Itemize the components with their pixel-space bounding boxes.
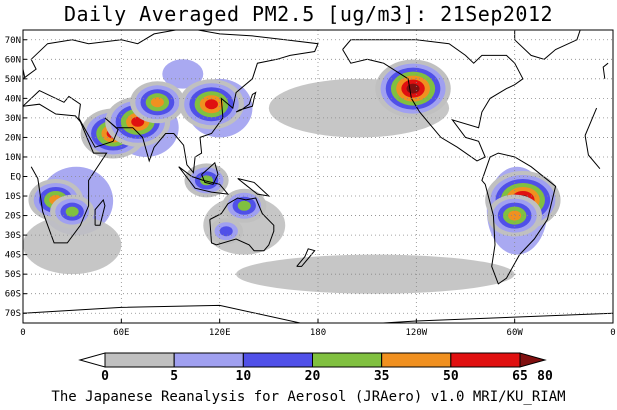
lon-tick-label: 0 <box>610 328 615 338</box>
colorbar-max-triangle <box>519 352 547 368</box>
lat-tick-label: 30N <box>5 114 21 124</box>
hotspot-taklamakan-core <box>150 97 164 108</box>
coastline-uk <box>602 62 609 79</box>
lon-tick-label: 0 <box>20 328 25 338</box>
coastline-indonesia <box>178 166 230 195</box>
colorbar-tick-label: 20 <box>305 369 321 384</box>
coastline-new-guinea <box>237 178 271 197</box>
coastline-africa <box>23 103 108 244</box>
lat-tick-label: 60S <box>5 290 21 300</box>
lat-tick-label: 40N <box>5 94 21 104</box>
lat-tick-label: 70N <box>5 36 21 46</box>
colorbar-tick-label: 65 <box>512 369 528 384</box>
coastline-greenland <box>514 30 581 60</box>
hotspot-thar-desert-core <box>131 116 145 127</box>
colorbar-min-triangle <box>78 352 106 368</box>
lat-tick-label: 40S <box>5 251 21 261</box>
colorbar-tick-label: 5 <box>170 369 178 384</box>
colorbar-tick-label: 10 <box>236 369 252 384</box>
footer-credit: The Japanese Reanalysis for Aerosol (JRA… <box>51 389 566 405</box>
colorbar-box <box>450 352 521 368</box>
coastline-south-america <box>481 152 557 285</box>
coastline-madagascar <box>94 198 106 226</box>
lat-tick-label: 10S <box>5 192 21 202</box>
coastline-borneo <box>201 161 219 185</box>
lon-tick-label: 120E <box>209 328 231 338</box>
lat-tick-label: EQ <box>10 173 21 183</box>
colorbar-box <box>381 352 452 368</box>
lat-tick-label: 30S <box>5 231 21 241</box>
colorbar-tick-label: 0 <box>101 369 109 384</box>
coastlines <box>23 30 613 323</box>
colorbar-box <box>242 352 313 368</box>
colorbar-labels: 0 5 10 20 35 50 65 80 <box>101 369 553 384</box>
region-south-atlantic-band <box>23 215 122 275</box>
lat-tick-label: 20N <box>5 133 21 143</box>
coastline-japan <box>235 91 257 113</box>
lat-tick-label: 60N <box>5 55 21 65</box>
coastline-eurasia <box>23 30 319 174</box>
hotspot-african-fire-secondary <box>65 206 79 217</box>
colorbar-tick-label: 35 <box>374 369 390 384</box>
lat-tick-label: 70S <box>5 309 21 319</box>
coastline-antarctica-edge <box>23 304 613 323</box>
colorbar-tick-label: 80 <box>537 369 553 384</box>
lon-tick-label: 120W <box>405 328 427 338</box>
coastline-africa <box>584 135 601 170</box>
colorbar-box <box>173 352 244 368</box>
coastline-africa <box>584 107 598 136</box>
latitude-labels: 70N 60N 50N 40N 30N 20N 10N EQ 10S 20S 30S 40S 50S 60… <box>5 36 27 319</box>
coastline-north-america <box>342 39 524 162</box>
hotspot-amazon-fire-secondary <box>508 210 522 221</box>
lon-tick-label: 60E <box>113 328 129 338</box>
colorbar-box <box>312 352 383 368</box>
colorbar-tick-label: 50 <box>443 369 459 384</box>
lon-tick-label: 180 <box>310 328 326 338</box>
coastline-australia <box>209 197 275 252</box>
lat-tick-label: 20S <box>5 212 21 222</box>
hotspot-australia-north-core <box>237 200 251 211</box>
longitude-labels: 0 60E 120E 180 120W 60W 0 <box>20 319 616 338</box>
region-siberia-plume <box>162 59 204 89</box>
lon-tick-label: 60W <box>507 328 524 338</box>
chart-title: Daily Averaged PM2.5 [ug/m3]: 21Sep2012 <box>63 2 554 26</box>
lat-tick-label: 50N <box>5 75 21 85</box>
coastline-new-zealand <box>296 248 316 267</box>
colorbar-box <box>104 352 175 368</box>
colorbar-boxes <box>78 352 547 368</box>
hotspot-australia-west-core <box>219 226 233 237</box>
lat-tick-label: 50S <box>5 270 21 280</box>
hotspot-north-china-core <box>204 99 218 110</box>
lat-tick-label: 10N <box>5 153 21 163</box>
